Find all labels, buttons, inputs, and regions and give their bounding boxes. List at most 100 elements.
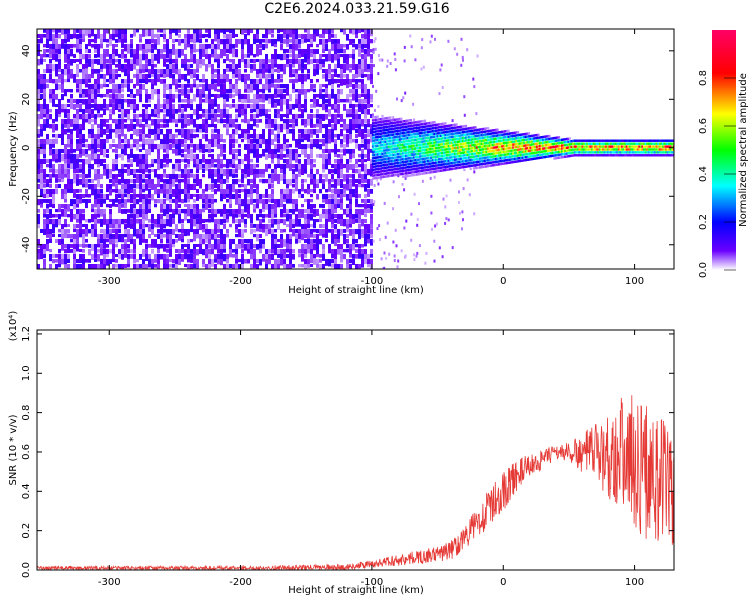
heatmap-cell bbox=[352, 94, 355, 101]
heatmap-cell bbox=[386, 169, 389, 172]
heatmap-cell bbox=[61, 104, 64, 111]
heatmap-cell bbox=[343, 144, 346, 152]
heatmap-cell bbox=[115, 59, 118, 63]
heatmap-cell bbox=[82, 64, 85, 71]
heatmap-cell bbox=[343, 44, 346, 48]
heatmap-cell bbox=[387, 148, 390, 152]
heatmap-cell bbox=[292, 44, 295, 52]
heatmap-cell bbox=[97, 154, 100, 160]
heatmap-cell bbox=[352, 124, 355, 131]
heatmap-cell bbox=[127, 244, 130, 249]
heatmap-cell bbox=[103, 234, 106, 241]
heatmap-cell bbox=[145, 69, 148, 73]
heatmap-cell bbox=[94, 254, 97, 259]
heatmap-cell bbox=[109, 89, 112, 93]
heatmap-cell bbox=[410, 212, 413, 216]
heatmap-cell bbox=[322, 209, 325, 214]
heatmap-cell bbox=[139, 194, 142, 199]
heatmap-cell bbox=[190, 39, 193, 43]
heatmap-cell bbox=[386, 221, 389, 225]
heatmap-cell bbox=[94, 219, 97, 227]
heatmap-cell bbox=[64, 129, 67, 135]
heatmap-cell bbox=[100, 114, 103, 118]
heatmap-cell bbox=[55, 134, 58, 139]
heatmap-cell bbox=[163, 99, 166, 106]
heatmap-cell bbox=[409, 174, 412, 177]
heatmap-cell bbox=[100, 69, 103, 73]
heatmap-cell bbox=[389, 145, 392, 148]
heatmap-cell bbox=[334, 134, 337, 138]
heatmap-cell bbox=[253, 184, 256, 189]
heatmap-cell bbox=[151, 264, 154, 269]
heatmap-cell bbox=[328, 39, 331, 43]
heatmap-cell bbox=[271, 129, 274, 135]
heatmap-cell bbox=[431, 162, 434, 165]
heatmap-cell bbox=[280, 254, 283, 260]
heatmap-cell bbox=[43, 104, 46, 112]
heatmap-cell bbox=[235, 244, 238, 252]
heatmap-cell bbox=[416, 135, 419, 138]
heatmap-cell bbox=[127, 224, 130, 228]
heatmap-cell bbox=[244, 189, 247, 195]
heatmap-cell bbox=[223, 264, 226, 269]
heatmap-cell bbox=[64, 209, 67, 215]
heatmap-cell bbox=[247, 74, 250, 81]
heatmap-cell bbox=[337, 189, 340, 196]
heatmap-cell bbox=[109, 99, 112, 105]
heatmap-cell bbox=[412, 141, 416, 145]
heatmap-cell bbox=[103, 29, 106, 37]
heatmap-cell bbox=[271, 249, 274, 254]
heatmap-cell bbox=[376, 227, 379, 230]
heatmap-cell bbox=[313, 124, 316, 128]
heatmap-cell bbox=[262, 254, 265, 262]
heatmap-cell bbox=[106, 39, 109, 43]
heatmap-cell bbox=[202, 209, 205, 213]
heatmap-cell bbox=[277, 199, 280, 207]
heatmap-cell bbox=[235, 194, 238, 201]
heatmap-cell bbox=[79, 154, 82, 158]
heatmap-cell bbox=[298, 194, 301, 198]
heatmap-cell bbox=[160, 239, 163, 244]
heatmap-cell bbox=[256, 174, 259, 178]
heatmap-cell bbox=[412, 153, 416, 156]
heatmap-cell bbox=[381, 146, 384, 150]
heatmap-cell bbox=[408, 168, 411, 172]
heatmap-cell bbox=[403, 128, 406, 132]
heatmap-cell bbox=[49, 44, 52, 49]
heatmap-cell bbox=[202, 144, 205, 150]
heatmap-cell bbox=[325, 234, 328, 238]
heatmap-cell bbox=[193, 204, 196, 209]
heatmap-cell bbox=[94, 174, 97, 181]
heatmap-cell bbox=[416, 167, 419, 170]
heatmap-cell bbox=[328, 169, 331, 175]
heatmap-cell bbox=[166, 214, 169, 219]
heatmap-cell bbox=[184, 99, 187, 103]
heatmap-cell bbox=[352, 229, 355, 237]
heatmap-cell bbox=[61, 209, 64, 217]
heatmap-cell bbox=[425, 136, 428, 140]
heatmap-cell bbox=[205, 234, 208, 240]
heatmap-cell bbox=[379, 132, 382, 135]
heatmap-cell bbox=[52, 44, 55, 52]
heatmap-cell bbox=[425, 145, 428, 148]
heatmap-cell bbox=[214, 159, 217, 163]
heatmap-cell bbox=[157, 124, 160, 129]
heatmap-cell bbox=[142, 49, 145, 56]
heatmap-cell bbox=[208, 264, 211, 269]
heatmap-cell bbox=[199, 209, 202, 216]
heatmap-cell bbox=[378, 170, 381, 173]
heatmap-cell bbox=[383, 146, 386, 149]
heatmap-cell bbox=[127, 124, 130, 132]
heatmap-cell bbox=[319, 119, 322, 125]
heatmap-cell bbox=[373, 136, 376, 139]
heatmap-cell bbox=[160, 219, 163, 227]
heatmap-cell bbox=[277, 94, 280, 98]
heatmap-cell bbox=[325, 164, 328, 170]
heatmap-cell bbox=[361, 59, 364, 66]
heatmap-cell bbox=[166, 194, 169, 201]
heatmap-cell bbox=[178, 209, 181, 217]
heatmap-cell bbox=[253, 259, 256, 264]
heatmap-cell bbox=[217, 154, 220, 161]
heatmap-cell bbox=[157, 69, 160, 74]
heatmap-cell bbox=[340, 249, 343, 256]
